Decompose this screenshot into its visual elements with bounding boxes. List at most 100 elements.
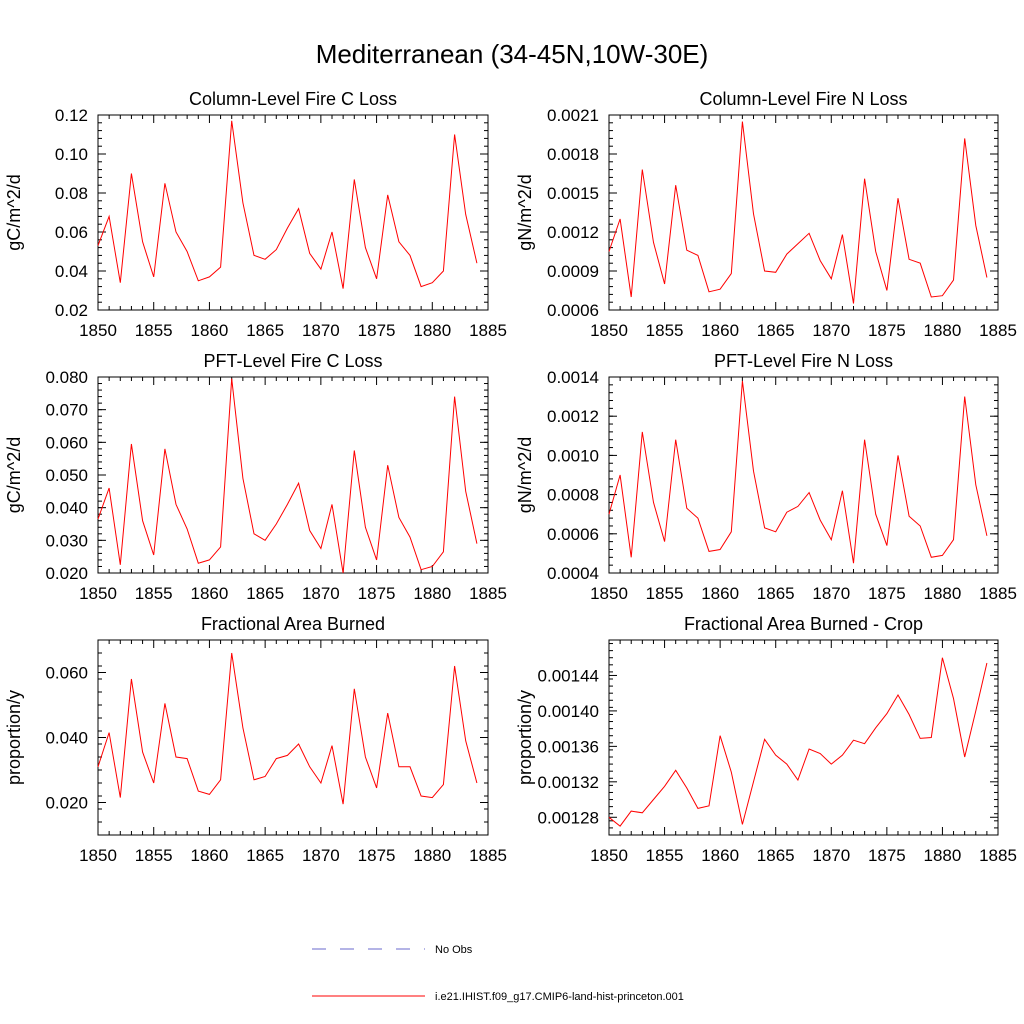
y-tick-label: 0.070: [45, 401, 88, 420]
y-tick-label: 0.080: [45, 368, 88, 387]
series-line: [608, 657, 988, 827]
x-tick-label: 1855: [646, 321, 684, 340]
panel-5: Fractional Area Burned proportion/y 1850 18…: [4, 614, 507, 865]
y-tick-label: 0.0012: [547, 407, 599, 426]
x-tick-label: 1870: [812, 321, 850, 340]
y-tick-label: 0.0018: [547, 145, 599, 164]
y-tick-label: 0.0012: [547, 223, 599, 242]
y-tick-label: 0.0004: [547, 564, 599, 583]
panel-title: Column-Level Fire N Loss: [699, 89, 907, 109]
y-tick-label: 0.04: [55, 262, 88, 281]
plot-frame: [608, 114, 999, 311]
x-tick-label: 1885: [979, 584, 1017, 603]
x-tick-label: 1850: [590, 584, 628, 603]
panel-title: PFT-Level Fire N Loss: [714, 351, 893, 371]
y-tick-label: 0.00132: [538, 773, 599, 792]
y-tick-label: 0.0006: [547, 525, 599, 544]
series-line: [608, 121, 988, 304]
y-tick-label: 0.00136: [538, 737, 599, 756]
panels: Column-Level Fire C Loss gC/m^2/d 1850 1855…: [4, 89, 1017, 865]
y-tick-label: 0.0006: [547, 301, 599, 320]
panel-3: PFT-Level Fire C Loss gC/m^2/d 1850 1855 186…: [4, 351, 507, 603]
x-tick-label: 1860: [701, 321, 739, 340]
x-tick-label: 1870: [302, 584, 340, 603]
x-tick-label: 1875: [868, 584, 906, 603]
series-line: [97, 652, 478, 805]
x-tick-label: 1885: [979, 321, 1017, 340]
y-tick-label: 0.0015: [547, 184, 599, 203]
panel-6: Fractional Area Burned - Crop proportion/…: [515, 614, 1017, 865]
figure-title: Mediterranean (34-45N,10W-30E): [316, 39, 709, 69]
panel-title: Fractional Area Burned: [201, 614, 385, 634]
x-tick-label: 1880: [924, 584, 962, 603]
y-tick-label: 0.040: [45, 729, 88, 748]
x-tick-label: 1870: [302, 846, 340, 865]
x-tick-label: 1860: [701, 584, 739, 603]
panel-title: Fractional Area Burned - Crop: [684, 614, 923, 634]
panel-4: PFT-Level Fire N Loss gN/m^2/d 1850 1855 186…: [515, 351, 1017, 603]
x-tick-label: 1880: [924, 321, 962, 340]
x-tick-label: 1875: [358, 584, 396, 603]
x-tick-label: 1850: [590, 846, 628, 865]
x-tick-label: 1865: [757, 584, 795, 603]
x-tick-label: 1855: [646, 584, 684, 603]
x-tick-label: 1870: [812, 846, 850, 865]
y-tick-label: 0.030: [45, 531, 88, 550]
x-tick-label: 1860: [191, 846, 229, 865]
y-tick-label: 0.00140: [538, 702, 599, 721]
y-axis-label: proportion/y: [515, 690, 535, 785]
panel-1: Column-Level Fire C Loss gC/m^2/d 1850 1855…: [4, 89, 507, 340]
x-tick-label: 1850: [79, 321, 117, 340]
x-tick-label: 1885: [469, 846, 507, 865]
y-tick-label: 0.12: [55, 106, 88, 125]
series-line: [608, 380, 988, 564]
x-tick-label: 1865: [757, 846, 795, 865]
x-tick-label: 1850: [79, 584, 117, 603]
y-tick-label: 0.10: [55, 145, 88, 164]
y-tick-label: 0.020: [45, 794, 88, 813]
y-tick-label: 0.020: [45, 564, 88, 583]
y-axis-label: proportion/y: [4, 690, 24, 785]
y-tick-label: 0.060: [45, 664, 88, 683]
x-tick-label: 1880: [413, 321, 451, 340]
y-tick-label: 0.02: [55, 301, 88, 320]
y-tick-label: 0.0021: [547, 106, 599, 125]
series-line: [97, 378, 478, 574]
panel-2: Column-Level Fire N Loss gN/m^2/d 1850 1855…: [515, 89, 1017, 340]
y-tick-label: 0.0010: [547, 446, 599, 465]
y-tick-label: 0.050: [45, 466, 88, 485]
x-tick-label: 1865: [246, 584, 284, 603]
x-tick-label: 1870: [302, 321, 340, 340]
plot-frame: [608, 376, 999, 574]
x-tick-label: 1880: [413, 846, 451, 865]
x-tick-label: 1860: [191, 584, 229, 603]
y-tick-label: 0.06: [55, 223, 88, 242]
y-tick-label: 0.08: [55, 184, 88, 203]
panel-title: PFT-Level Fire C Loss: [203, 351, 382, 371]
legend-label-no-obs: No Obs: [435, 944, 473, 956]
y-tick-label: 0.0014: [547, 368, 599, 387]
plot-frame: [97, 114, 489, 311]
panel-title: Column-Level Fire C Loss: [189, 89, 397, 109]
y-tick-label: 0.00144: [538, 666, 599, 685]
y-axis-label: gN/m^2/d: [515, 437, 535, 513]
y-tick-label: 0.00128: [538, 808, 599, 827]
y-axis-label: gN/m^2/d: [515, 174, 535, 250]
x-tick-label: 1885: [469, 584, 507, 603]
x-tick-label: 1885: [979, 846, 1017, 865]
y-tick-label: 0.0008: [547, 486, 599, 505]
plot-frame: [97, 639, 489, 836]
y-tick-label: 0.040: [45, 499, 88, 518]
x-tick-label: 1850: [590, 321, 628, 340]
x-tick-label: 1865: [246, 846, 284, 865]
x-tick-label: 1865: [246, 321, 284, 340]
y-tick-label: 0.0009: [547, 262, 599, 281]
plot-frame: [608, 639, 999, 836]
x-tick-label: 1880: [924, 846, 962, 865]
x-tick-label: 1855: [135, 584, 173, 603]
x-tick-label: 1860: [701, 846, 739, 865]
series-line: [97, 120, 478, 289]
x-tick-label: 1880: [413, 584, 451, 603]
x-tick-label: 1885: [469, 321, 507, 340]
